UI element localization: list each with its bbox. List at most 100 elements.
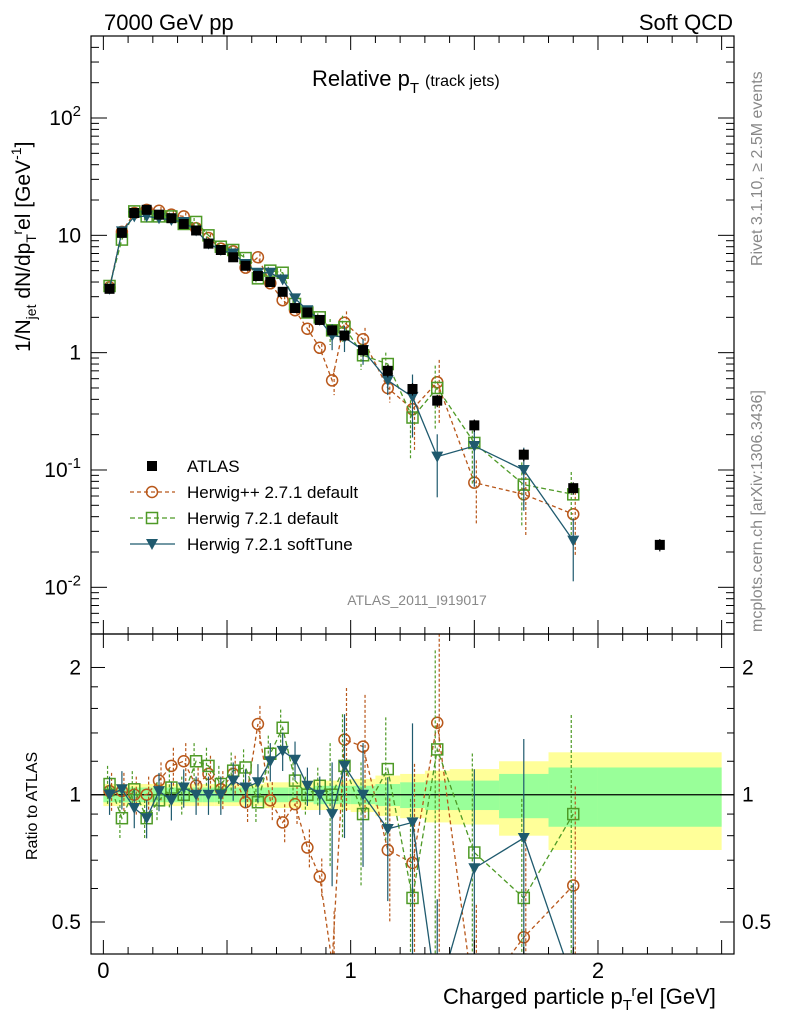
- ratio-point: [381, 823, 394, 835]
- atlas-point: [104, 283, 115, 294]
- ratio-point: [264, 756, 277, 768]
- ratio-point: [115, 784, 128, 796]
- ratio-point: [140, 813, 153, 825]
- y-tick-label-base: 10: [49, 107, 72, 130]
- ratio-point: [128, 803, 141, 815]
- data-point: [381, 375, 394, 387]
- legend-label: ATLAS: [187, 457, 240, 476]
- data-point: [430, 381, 444, 395]
- x-axis-label: Charged particle pTrel [GeV]: [443, 983, 716, 1014]
- ratio-point: [430, 743, 444, 756]
- legend-label: Herwig 7.2.1 softTune: [187, 535, 353, 554]
- ratio-point: [190, 789, 203, 801]
- atlas-point: [240, 260, 251, 271]
- y-tick-label: 10: [58, 224, 81, 247]
- atlas-point: [154, 209, 165, 220]
- ratio-point: [381, 762, 395, 776]
- ratio-point: [430, 716, 444, 730]
- ratio-point: [177, 782, 190, 794]
- y-tick-label: 102: [49, 103, 81, 130]
- ratio-point: [202, 789, 215, 801]
- y-tick-label: 10-1: [44, 455, 81, 482]
- atlas-point: [228, 252, 239, 263]
- atlas-point: [166, 213, 177, 224]
- x-tick-label: 2: [592, 958, 604, 983]
- data-point: [468, 441, 481, 453]
- ratio-point: [468, 863, 481, 875]
- ratio-y-tick-label: 0.5: [52, 911, 81, 934]
- legend-marker: [147, 461, 157, 471]
- atlas-point: [407, 384, 418, 395]
- ratio-point: [251, 777, 264, 789]
- y-tick-label-base: 10: [44, 459, 67, 482]
- ratio-point: [103, 789, 116, 801]
- ratio-point: [313, 789, 326, 801]
- ratio-point: [517, 833, 530, 845]
- legend-marker: [146, 539, 158, 550]
- ratio-y-tick-label-right: 2: [742, 656, 754, 679]
- atlas-point: [290, 303, 301, 314]
- ratio-point: [301, 841, 314, 854]
- atlas-point: [314, 314, 325, 325]
- data-point: [251, 251, 265, 264]
- main-title-subscript: T: [410, 80, 419, 97]
- ratio-point: [276, 745, 289, 757]
- ratio-point: [165, 759, 178, 773]
- data-point: [517, 464, 530, 476]
- ratio-point: [338, 760, 351, 772]
- rivet-label: Rivet 3.1.10, ≥ 2.5M events: [749, 71, 766, 266]
- y-tick-label-exp: -2: [68, 572, 81, 589]
- ratio-point: [264, 794, 277, 807]
- ratio-point: [276, 816, 289, 829]
- ratio-point: [301, 780, 314, 792]
- x-tick-label: 1: [345, 958, 357, 983]
- atlas-point: [518, 449, 529, 460]
- atlas-point: [265, 277, 276, 288]
- data-point: [406, 391, 419, 403]
- atlas-point: [382, 365, 393, 376]
- analysis-id: ATLAS_2011_I919017: [347, 592, 487, 608]
- ratio-band-stat: [548, 767, 598, 827]
- atlas-point: [327, 325, 338, 336]
- ratio-point: [326, 809, 339, 821]
- data-point: [431, 451, 444, 463]
- legend: ATLAS Herwig++ 2.7.1 default Herwig 7.2.1 …: [130, 457, 358, 554]
- ratio-band-stat: [597, 767, 722, 827]
- atlas-point: [116, 227, 127, 238]
- ratio-point: [177, 755, 190, 768]
- series-line: [108, 210, 574, 495]
- ratio-y-tick-label-right: 1: [742, 784, 754, 807]
- legend-marker: [145, 485, 159, 499]
- data-point: [301, 322, 314, 335]
- header-right: Soft QCD: [639, 10, 733, 35]
- atlas-point: [302, 307, 313, 318]
- ratio-point: [153, 786, 166, 798]
- ratio-point: [406, 817, 419, 829]
- data-point: [276, 274, 289, 286]
- y-tick-label-exp: 2: [73, 103, 81, 120]
- atlas-point: [469, 420, 480, 431]
- mcplots-label: mcplots.cern.ch [arXiv:1306.3436]: [749, 390, 766, 632]
- series-atlas: [104, 204, 665, 552]
- series-1: [103, 203, 580, 555]
- main-title: Relative pT (track jets): [312, 66, 500, 97]
- y-tick-label: 10-2: [44, 572, 81, 599]
- ratio-y-tick-label: 2: [69, 656, 81, 679]
- ratio-series-2: [103, 714, 574, 954]
- legend-label: Herwig++ 2.7.1 default: [187, 483, 358, 502]
- ratio-point: [214, 789, 227, 801]
- main-y-axis-label: 1/Njet dN/dpTrel [GeV-1]: [8, 142, 39, 352]
- atlas-point: [432, 395, 443, 406]
- legend-entry: Herwig++ 2.7.1 default: [130, 483, 358, 502]
- atlas-point: [129, 208, 140, 219]
- atlas-point: [654, 539, 665, 550]
- ratio-y-tick-label: 1: [69, 784, 81, 807]
- legend-marker: [145, 511, 159, 525]
- y-tick-label-base: 10: [44, 576, 67, 599]
- ratio-y-tick-label-right: 0.5: [742, 911, 771, 934]
- legend-entry: Herwig 7.2.1 default: [130, 509, 338, 528]
- data-point: [313, 341, 327, 355]
- series-3: [103, 211, 580, 582]
